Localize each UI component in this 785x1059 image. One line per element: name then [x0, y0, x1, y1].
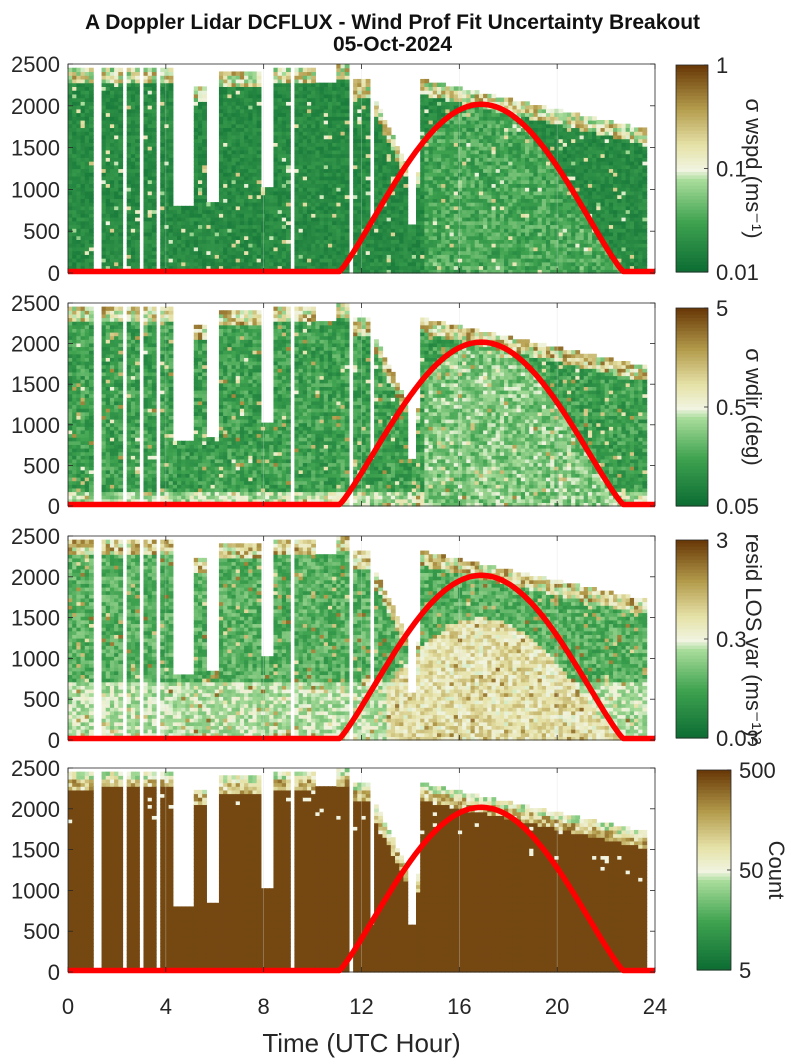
panel-3-ytick-label: 1000 — [11, 646, 60, 671]
xtick-label: 12 — [349, 994, 373, 1019]
panel-4-plot: 0 500 1000 1500 2000 2500 0 4 8 12 16 20 24 500 50 5 Cou… — [11, 756, 785, 1019]
panel-1-ytick-label: 0 — [48, 261, 60, 286]
panel-4-colorbar-label: Count — [764, 841, 785, 900]
panel-2-colorbar-label: σ wdir (deg) — [741, 348, 766, 466]
colorbar-tick-label: 5 — [716, 296, 728, 321]
panel-4-ytick-label: 1500 — [11, 838, 60, 863]
panel-2-ytick-label: 500 — [23, 453, 60, 478]
panel-4-colorbar: 500 50 5 Count — [697, 758, 785, 983]
panel-4-ytick-label: 1000 — [11, 878, 60, 903]
panel-4-ytick-label: 500 — [23, 919, 60, 944]
panel-2-ytick-label: 2500 — [11, 291, 60, 316]
xtick-label: 20 — [545, 994, 569, 1019]
panel-2-ytick-label: 1000 — [11, 413, 60, 438]
panel-1-colorbar: 10.10.01σ wspd (ms⁻¹) — [676, 53, 766, 285]
panel-1-ytick-label: 1000 — [11, 177, 60, 202]
figure-canvas: 05001000150020002500 10.10.01σ wspd (ms⁻¹… — [0, 0, 785, 1059]
panel-1-ytick-label: 500 — [23, 219, 60, 244]
panel-4-ytick-label: 2500 — [11, 756, 60, 781]
panel-3-ytick-label: 2000 — [11, 565, 60, 590]
colorbar-tick-label: 0.01 — [716, 260, 759, 285]
panel-1-colorbar-label: σ wspd (ms⁻¹) — [741, 98, 766, 238]
xtick-label: 16 — [447, 994, 471, 1019]
panel-4-ytick-label: 2000 — [11, 797, 60, 822]
panel-3-ytick-label: 500 — [23, 687, 60, 712]
panel-2-colorbar: 50.50.05σ wdir (deg) — [676, 296, 766, 519]
colorbar-tick-label: 50 — [739, 858, 763, 883]
colorbar-tick-label: 1 — [716, 53, 728, 78]
panel-2-ytick-label: 1500 — [11, 372, 60, 397]
colorbar-tick-label: 5 — [739, 958, 751, 983]
panel-2-ytick-label: 0 — [48, 494, 60, 519]
panel-4-ytick-label: 0 — [48, 960, 60, 985]
colorbar-tick-label: 500 — [739, 758, 776, 783]
x-axis-label: Time (UTC Hour) — [262, 1028, 460, 1058]
panel-3-ytick-label: 0 — [48, 728, 60, 753]
panel-2-ytick-label: 2000 — [11, 332, 60, 357]
panel-1-ytick-label: 2000 — [11, 94, 60, 119]
colorbar-tick-label: 3 — [716, 528, 728, 553]
panel-3-ytick-label: 2500 — [11, 524, 60, 549]
xtick-label: 8 — [258, 994, 270, 1019]
xtick-label: 4 — [160, 994, 172, 1019]
xtick-label: 0 — [62, 994, 74, 1019]
panel-1-ytick-label: 2500 — [11, 52, 60, 77]
panel-3-ytick-label: 1500 — [11, 606, 60, 631]
colorbar-tick-label: 0.05 — [716, 494, 759, 519]
panel-1-ytick-label: 1500 — [11, 136, 60, 161]
panel-3-colorbar-label: resid LOS var (ms⁻¹)² — [741, 534, 766, 745]
xtick-label: 24 — [643, 994, 667, 1019]
